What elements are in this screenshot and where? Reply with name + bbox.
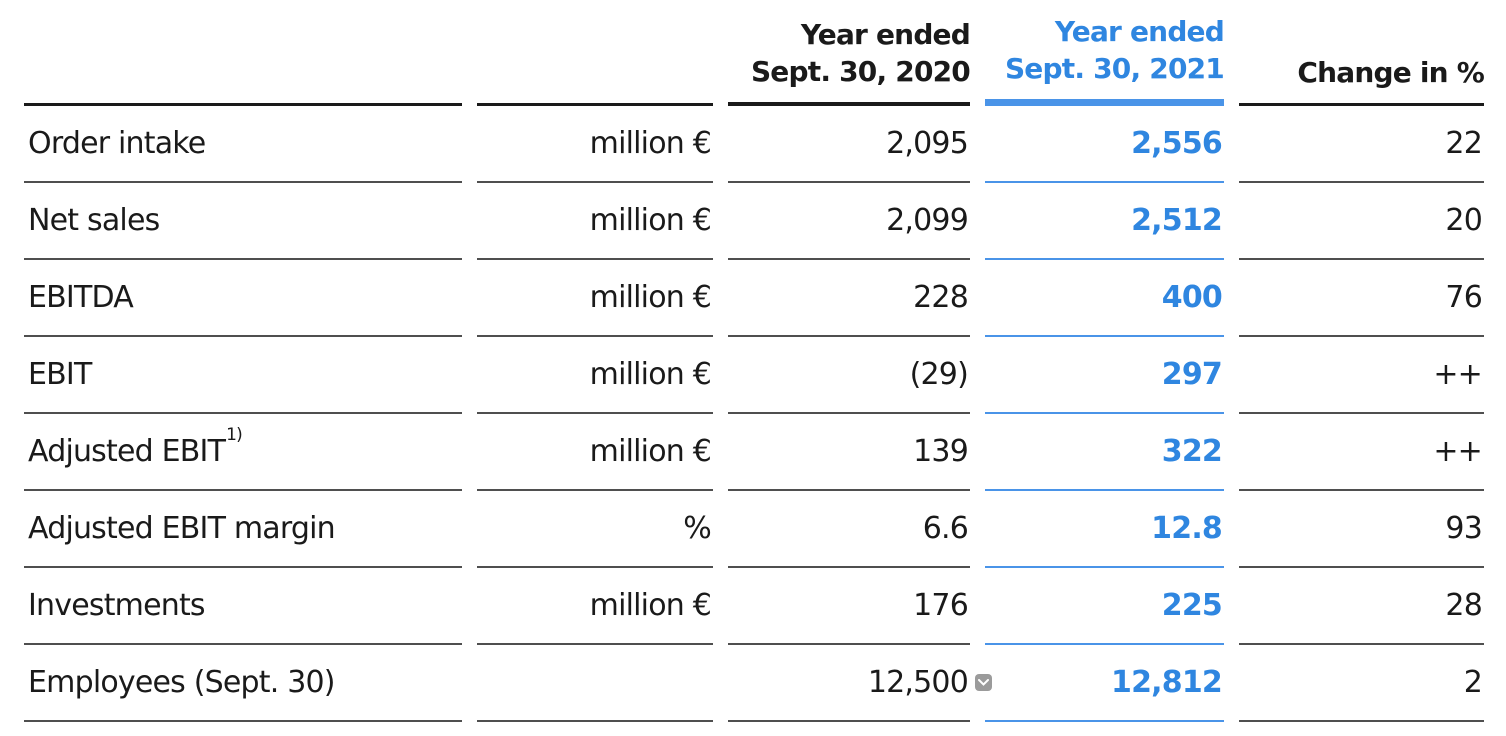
row-value-2021-cell: 225 bbox=[985, 568, 1224, 645]
row-value-2021-cell: 12.8 bbox=[985, 491, 1224, 568]
row-unit-cell: million € bbox=[477, 106, 713, 183]
row-unit-cell: million € bbox=[477, 260, 713, 337]
header-unit-column bbox=[477, 0, 713, 106]
row-label-cell: EBIT bbox=[24, 337, 462, 414]
row-unit-cell: million € bbox=[477, 183, 713, 260]
row-change-cell: 93 bbox=[1239, 491, 1484, 568]
table-row: Order intake million € 2,095 2,556 22 bbox=[24, 106, 1490, 183]
header-year-2021-line1: Year ended bbox=[1054, 15, 1225, 48]
key-figures-table: Year ended Sept. 30, 2020 Year ended Sep… bbox=[24, 0, 1490, 722]
row-unit-cell: million € bbox=[477, 337, 713, 414]
row-value-2020-cell: 2,099 bbox=[728, 183, 970, 260]
header-year-2021: Year ended Sept. 30, 2021 bbox=[985, 0, 1225, 106]
header-change-percent-label: Change in % bbox=[1297, 56, 1484, 89]
row-label-cell: Employees (Sept. 30) bbox=[24, 645, 462, 722]
header-label-column bbox=[24, 0, 462, 106]
table-row: EBITDA million € 228 400 76 bbox=[24, 260, 1490, 337]
row-value-2021-cell: 400 bbox=[985, 260, 1224, 337]
header-year-2020-line1: Year ended bbox=[800, 18, 971, 51]
row-change-cell: 76 bbox=[1239, 260, 1484, 337]
table-row: Adjusted EBIT margin % 6.6 12.8 93 bbox=[24, 491, 1490, 568]
row-value-2020-cell: 176 bbox=[728, 568, 970, 645]
header-year-2020: Year ended Sept. 30, 2020 bbox=[728, 0, 971, 106]
row-value-2021-cell: 322 bbox=[985, 414, 1224, 491]
row-value-2021-cell: 2,512 bbox=[985, 183, 1224, 260]
table-row: Net sales million € 2,099 2,512 20 bbox=[24, 183, 1490, 260]
row-value-2020-cell: 139 bbox=[728, 414, 970, 491]
row-change-cell: 20 bbox=[1239, 183, 1484, 260]
row-value-2020-cell: 12,500 bbox=[728, 645, 992, 722]
chevron-down-icon[interactable] bbox=[975, 674, 992, 691]
table-row: Employees (Sept. 30) 12,500 12,812 2 bbox=[24, 645, 1490, 722]
row-value-2020-cell: (29) bbox=[728, 337, 970, 414]
row-change-cell: 28 bbox=[1239, 568, 1484, 645]
table-header-row: Year ended Sept. 30, 2020 Year ended Sep… bbox=[24, 0, 1490, 106]
header-year-2021-line2: Sept. 30, 2021 bbox=[1004, 52, 1225, 85]
row-change-cell: 2 bbox=[1239, 645, 1484, 722]
row-unit-cell: million € bbox=[477, 568, 713, 645]
row-value-2021-cell: 2,556 bbox=[985, 106, 1224, 183]
row-unit-cell: % bbox=[477, 491, 713, 568]
header-change-percent: Change in % bbox=[1239, 0, 1485, 106]
row-value-2020-cell: 228 bbox=[728, 260, 970, 337]
header-year-2020-line2: Sept. 30, 2020 bbox=[750, 55, 971, 88]
row-value-2021-cell: 297 bbox=[985, 337, 1224, 414]
row-change-cell: ++ bbox=[1239, 337, 1484, 414]
row-value-2020-cell: 6.6 bbox=[728, 491, 970, 568]
table-row: Investments million € 176 225 28 bbox=[24, 568, 1490, 645]
row-value-2021-cell: 12,812 bbox=[985, 645, 1224, 722]
row-unit-cell bbox=[477, 645, 713, 722]
table-body: Order intake million € 2,095 2,556 22 Ne… bbox=[24, 106, 1490, 722]
footnote-superscript: 1) bbox=[226, 425, 243, 445]
row-unit-cell: million € bbox=[477, 414, 713, 491]
row-value-2020-cell: 2,095 bbox=[728, 106, 970, 183]
row-change-cell: ++ bbox=[1239, 414, 1484, 491]
row-label-cell: Investments bbox=[24, 568, 462, 645]
table-row: Adjusted EBIT1) million € 139 322 ++ bbox=[24, 414, 1490, 491]
row-change-cell: 22 bbox=[1239, 106, 1484, 183]
row-label-cell: EBITDA bbox=[24, 260, 462, 337]
table-row: EBIT million € (29) 297 ++ bbox=[24, 337, 1490, 414]
row-label-cell: Adjusted EBIT1) bbox=[24, 414, 462, 491]
row-label-cell: Net sales bbox=[24, 183, 462, 260]
row-label-cell: Adjusted EBIT margin bbox=[24, 491, 462, 568]
row-label-cell: Order intake bbox=[24, 106, 462, 183]
